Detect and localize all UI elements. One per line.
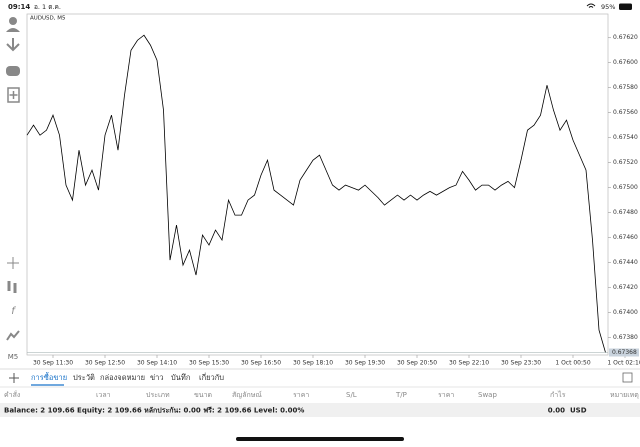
x-tick-label: 30 Sep 19:30 xyxy=(345,360,385,367)
column-headers: คำสั่ง เวลา ประเภท ขนาด สัญลักษณ์ ราคา S/L T/P ร… xyxy=(4,390,639,399)
tab[interactable]: กล่องจดหมาย xyxy=(100,373,145,382)
battery-percent: 95% xyxy=(601,3,615,11)
x-tick-label: 30 Sep 23:30 xyxy=(501,360,541,367)
column-header: ขนาด xyxy=(194,391,212,399)
function-icon[interactable]: f xyxy=(11,306,16,317)
column-header: หมายเหตุ xyxy=(610,391,639,399)
x-tick-label: 30 Sep 14:10 xyxy=(137,360,177,367)
currency: USD xyxy=(570,407,587,415)
price-line xyxy=(26,34,606,353)
x-tick-label: 30 Sep 20:50 xyxy=(397,360,437,367)
column-header: กำไร xyxy=(550,390,566,399)
battery-icon xyxy=(619,3,632,10)
indicator-icon[interactable] xyxy=(7,281,17,293)
crosshair-icon[interactable] xyxy=(7,257,19,269)
column-header: S/L xyxy=(346,391,357,399)
trade-icon[interactable] xyxy=(6,38,20,52)
y-tick-label: 0.67380 xyxy=(613,334,638,341)
column-header: Swap xyxy=(478,391,497,399)
new-order-plus xyxy=(9,91,18,99)
chart: 0.67620 0.67600 0.67580 0.67560 0.67540 0.675… xyxy=(26,34,640,367)
layout-button[interactable] xyxy=(622,372,633,383)
account-icon[interactable] xyxy=(9,17,17,25)
y-tick-label: 0.67480 xyxy=(613,209,638,216)
chat-icon[interactable] xyxy=(6,66,20,76)
tabs: การซื้อขาย ประวัติ กล่องจดหมาย ข่าว บันทึก เก… xyxy=(31,372,224,386)
tab[interactable]: บันทึก xyxy=(171,373,190,382)
tab[interactable]: การซื้อขาย xyxy=(31,372,67,382)
y-tick-label: 0.67440 xyxy=(613,259,638,266)
column-header: สัญลักษณ์ xyxy=(232,391,262,399)
y-tick-label: 0.67620 xyxy=(613,34,638,41)
x-tick-label: 1 Oct 02:10 xyxy=(607,360,640,367)
tab[interactable]: ประวัติ xyxy=(73,373,95,382)
chart-title: AUDUSD, M5 xyxy=(30,16,66,22)
status-time: 09:14 xyxy=(8,3,30,11)
y-tick-label: 0.67540 xyxy=(613,134,638,141)
profit: 0.00 xyxy=(548,407,565,415)
new-order-icon[interactable] xyxy=(7,87,20,103)
x-tick-label: 30 Sep 22:10 xyxy=(449,360,489,367)
add-button[interactable] xyxy=(9,373,19,383)
column-header: เวลา xyxy=(96,391,111,399)
column-header: คำสั่ง xyxy=(4,390,20,399)
account-summary: Balance: 2 109.66 Equity: 2 109.66 หลักป… xyxy=(4,407,304,415)
y-tick-label: 0.67500 xyxy=(613,184,638,191)
column-header: ราคา xyxy=(438,391,454,399)
status-date: อ. 1 ต.ค. xyxy=(34,3,61,11)
y-tick-label: 0.67580 xyxy=(613,84,638,91)
x-tick-label: 30 Sep 16:50 xyxy=(241,360,281,367)
y-tick-label: 0.67560 xyxy=(613,109,638,116)
y-tick-label: 0.67420 xyxy=(613,284,638,291)
tab[interactable]: ข่าว xyxy=(150,373,164,382)
wifi-icon xyxy=(586,3,596,8)
x-tick-label: 30 Sep 15:30 xyxy=(189,360,229,367)
y-tick-label: 0.67460 xyxy=(613,234,638,241)
objects-icon[interactable] xyxy=(6,330,20,341)
y-tick-label: 0.67400 xyxy=(613,309,638,316)
column-header: ราคา xyxy=(293,391,309,399)
x-tick-label: 30 Sep 18:10 xyxy=(293,360,333,367)
account-icon-body xyxy=(6,28,20,32)
home-indicator xyxy=(236,437,404,441)
balance-bar xyxy=(0,403,640,417)
timeframe-button[interactable]: M5 xyxy=(8,353,19,361)
column-header: ประเภท xyxy=(146,391,170,399)
tab[interactable]: เกี่ยวกับ xyxy=(199,372,224,382)
last-price-box xyxy=(609,348,639,357)
column-header: T/P xyxy=(395,391,407,399)
plot-area xyxy=(26,13,609,356)
y-tick-label: 0.67600 xyxy=(613,59,638,66)
x-tick-label: 1 Oct 00:50 xyxy=(555,360,590,367)
x-tick-label: 30 Sep 11:30 xyxy=(33,360,73,367)
last-price-label: 0.67368 xyxy=(612,349,637,356)
left-toolbar: f M5 xyxy=(6,17,20,361)
x-tick-label: 30 Sep 12:50 xyxy=(85,360,125,367)
y-tick-label: 0.67520 xyxy=(613,159,638,166)
